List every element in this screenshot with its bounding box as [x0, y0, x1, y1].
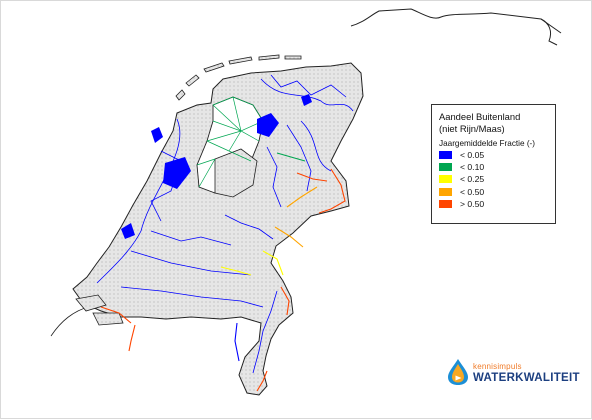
legend-swatch: [439, 163, 452, 172]
legend-label: < 0.10: [460, 162, 485, 173]
zeeland-island-1: [75, 294, 107, 312]
legend-row: < 0.25: [439, 173, 548, 185]
water-drop-icon: [448, 359, 468, 385]
legend-subtitle: Jaargemiddelde Fractie (-): [439, 139, 536, 148]
netherlands-mainland: [72, 62, 364, 396]
neighbour-coastline-west: [50, 305, 92, 337]
legend-label: < 0.50: [460, 186, 485, 197]
legend-swatch: [439, 151, 452, 160]
wadden-island-4: [228, 56, 253, 65]
legend-label: > 0.50: [460, 198, 485, 209]
neighbour-coastline-east: [540, 18, 558, 46]
legend-title-line1: Aandeel Buitenland: [439, 111, 521, 122]
legend-row: < 0.10: [439, 161, 548, 173]
legend-label: < 0.05: [460, 150, 485, 161]
water-bodies: [121, 94, 312, 239]
legend-row: < 0.50: [439, 186, 548, 198]
legend-title-line2: (niet Rijn/Maas): [439, 123, 505, 134]
logo-text-line2: WATERKWALITEIT: [473, 372, 580, 384]
legend-label: < 0.25: [460, 174, 485, 185]
wadden-island-2: [185, 74, 200, 87]
legend-swatch: [439, 199, 452, 208]
neighbour-coastline-north: [350, 8, 562, 34]
wadden-island-6: [284, 55, 302, 60]
wadden-island-3: [203, 62, 225, 73]
legend-swatch: [439, 187, 452, 196]
legend-row: < 0.05: [439, 149, 548, 161]
legend-swatch: [439, 175, 452, 184]
zeeland-island-2: [92, 312, 124, 326]
water-network-low: [96, 74, 354, 374]
legend-row: > 0.50: [439, 198, 548, 210]
kennisimpuls-logo: kennisimpuls WATERKWALITEIT: [445, 358, 580, 388]
flevoland: [214, 148, 258, 198]
map-legend: Aandeel Buitenland (niet Rijn/Maas) Jaar…: [431, 104, 556, 224]
water-network-high: [100, 152, 346, 392]
wadden-island-1: [175, 89, 186, 101]
logo-text-line1: kennisimpuls: [473, 362, 522, 371]
ijsselmeer-mesh: [196, 96, 264, 188]
wadden-island-5: [258, 54, 280, 61]
